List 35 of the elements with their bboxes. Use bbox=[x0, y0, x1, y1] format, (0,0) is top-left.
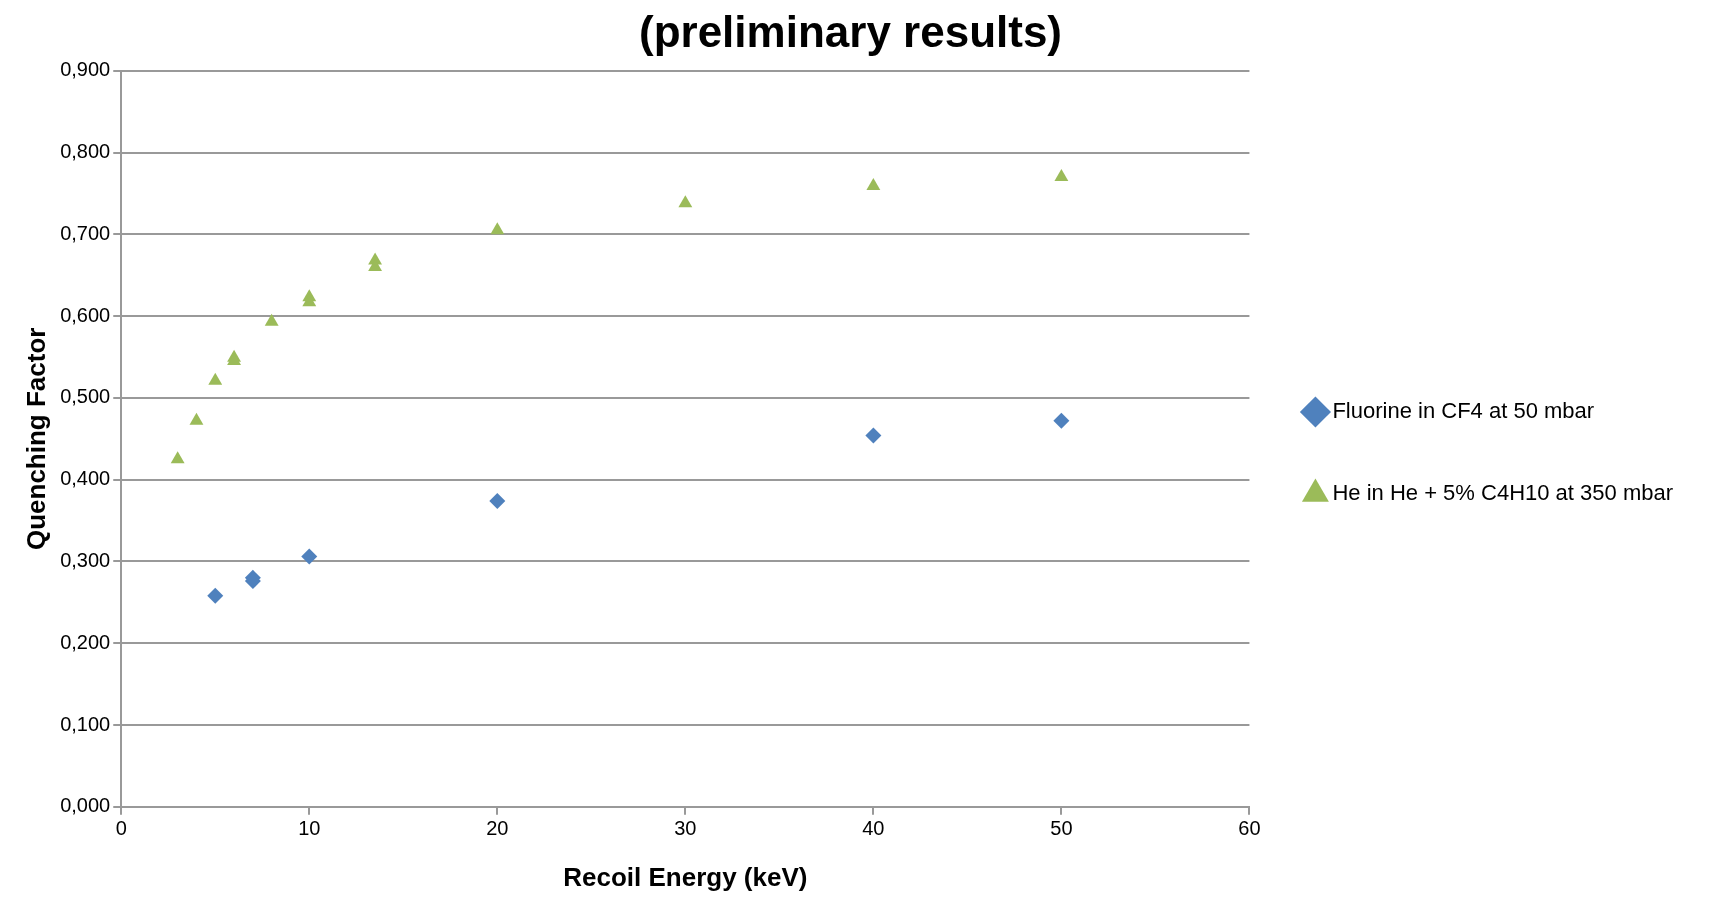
y-axis-title: Quenching Factor bbox=[20, 327, 51, 551]
y-tick-label: 0,200 bbox=[60, 630, 111, 653]
y-tick-label: 0,900 bbox=[60, 58, 111, 81]
x-tick-label: 40 bbox=[862, 817, 885, 840]
point bbox=[1054, 169, 1069, 182]
x-tick-label: 50 bbox=[1050, 817, 1073, 840]
point bbox=[489, 492, 506, 509]
y-tick-label: 0,500 bbox=[60, 385, 111, 408]
y-tick-label: 0,800 bbox=[60, 140, 111, 163]
point bbox=[208, 372, 223, 385]
point bbox=[189, 412, 204, 425]
x-tick-label: 60 bbox=[1238, 817, 1261, 840]
x-tick-label: 10 bbox=[298, 817, 321, 840]
y-tick-label: 0,700 bbox=[60, 221, 111, 244]
x-tick-label: 0 bbox=[115, 817, 127, 840]
x-tick-label: 30 bbox=[674, 817, 697, 840]
point bbox=[170, 451, 185, 464]
point bbox=[490, 222, 505, 235]
y-tick-label: 0,300 bbox=[60, 548, 111, 571]
point bbox=[678, 195, 693, 208]
point bbox=[865, 427, 882, 444]
point bbox=[866, 178, 881, 191]
y-tick-label: 0,400 bbox=[60, 467, 111, 490]
point bbox=[301, 548, 318, 565]
point bbox=[264, 313, 279, 326]
chart-title: (preliminary results) bbox=[638, 6, 1063, 56]
y-tick-label: 0,000 bbox=[60, 794, 111, 817]
legend-label: He in He + 5% C4H10 at 350 mbar bbox=[1332, 480, 1674, 506]
x-tick-label: 20 bbox=[486, 817, 509, 840]
point bbox=[1053, 412, 1070, 429]
y-tick-label: 0,600 bbox=[60, 303, 111, 326]
x-axis-title: Recoil Energy (keV) bbox=[563, 861, 808, 892]
y-tick-label: 0,100 bbox=[60, 712, 111, 735]
point bbox=[207, 587, 224, 604]
legend-label: Fluorine in CF4 at 50 mbar bbox=[1332, 398, 1595, 424]
